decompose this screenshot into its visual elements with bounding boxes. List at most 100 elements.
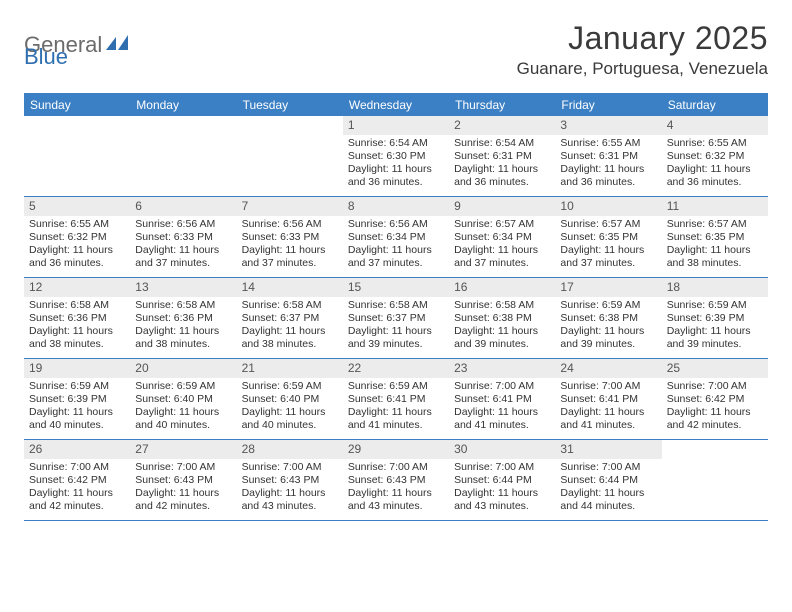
day-header: Monday bbox=[130, 95, 236, 116]
day-cell: 18Sunrise: 6:59 AMSunset: 6:39 PMDayligh… bbox=[662, 278, 768, 358]
calendar: SundayMondayTuesdayWednesdayThursdayFrid… bbox=[24, 93, 768, 521]
day-cell: 17Sunrise: 6:59 AMSunset: 6:38 PMDayligh… bbox=[555, 278, 661, 358]
day-cell: 2Sunrise: 6:54 AMSunset: 6:31 PMDaylight… bbox=[449, 116, 555, 196]
day-number: 28 bbox=[237, 440, 343, 459]
day-number: 29 bbox=[343, 440, 449, 459]
logo-sail-icon-2 bbox=[106, 35, 130, 56]
day-details: Sunrise: 7:00 AMSunset: 6:41 PMDaylight:… bbox=[449, 378, 555, 437]
day-details: Sunrise: 6:55 AMSunset: 6:32 PMDaylight:… bbox=[662, 135, 768, 194]
day-details: Sunrise: 6:56 AMSunset: 6:33 PMDaylight:… bbox=[237, 216, 343, 275]
day-header-row: SundayMondayTuesdayWednesdayThursdayFrid… bbox=[24, 95, 768, 116]
day-number: 24 bbox=[555, 359, 661, 378]
day-number: 30 bbox=[449, 440, 555, 459]
day-number: 20 bbox=[130, 359, 236, 378]
day-number: 5 bbox=[24, 197, 130, 216]
day-details: Sunrise: 6:56 AMSunset: 6:34 PMDaylight:… bbox=[343, 216, 449, 275]
day-number: 17 bbox=[555, 278, 661, 297]
day-number: 22 bbox=[343, 359, 449, 378]
day-cell: 3Sunrise: 6:55 AMSunset: 6:31 PMDaylight… bbox=[555, 116, 661, 196]
day-cell: 29Sunrise: 7:00 AMSunset: 6:43 PMDayligh… bbox=[343, 440, 449, 520]
day-number: 1 bbox=[343, 116, 449, 135]
day-cell: 16Sunrise: 6:58 AMSunset: 6:38 PMDayligh… bbox=[449, 278, 555, 358]
day-number: 9 bbox=[449, 197, 555, 216]
day-cell: 21Sunrise: 6:59 AMSunset: 6:40 PMDayligh… bbox=[237, 359, 343, 439]
day-details: Sunrise: 7:00 AMSunset: 6:44 PMDaylight:… bbox=[449, 459, 555, 518]
day-details: Sunrise: 6:59 AMSunset: 6:40 PMDaylight:… bbox=[237, 378, 343, 437]
logo-text-blue: Blue bbox=[24, 44, 68, 69]
day-number: 18 bbox=[662, 278, 768, 297]
day-details: Sunrise: 6:56 AMSunset: 6:33 PMDaylight:… bbox=[130, 216, 236, 275]
day-details: Sunrise: 6:59 AMSunset: 6:41 PMDaylight:… bbox=[343, 378, 449, 437]
day-details: Sunrise: 7:00 AMSunset: 6:43 PMDaylight:… bbox=[237, 459, 343, 518]
day-details: Sunrise: 7:00 AMSunset: 6:43 PMDaylight:… bbox=[130, 459, 236, 518]
week-row: 19Sunrise: 6:59 AMSunset: 6:39 PMDayligh… bbox=[24, 359, 768, 440]
day-header: Thursday bbox=[449, 95, 555, 116]
location: Guanare, Portuguesa, Venezuela bbox=[517, 59, 768, 79]
day-cell: 30Sunrise: 7:00 AMSunset: 6:44 PMDayligh… bbox=[449, 440, 555, 520]
day-cell: 8Sunrise: 6:56 AMSunset: 6:34 PMDaylight… bbox=[343, 197, 449, 277]
day-cell: 31Sunrise: 7:00 AMSunset: 6:44 PMDayligh… bbox=[555, 440, 661, 520]
day-details: Sunrise: 6:58 AMSunset: 6:36 PMDaylight:… bbox=[130, 297, 236, 356]
day-header: Tuesday bbox=[237, 95, 343, 116]
day-number: 27 bbox=[130, 440, 236, 459]
day-details: Sunrise: 6:59 AMSunset: 6:39 PMDaylight:… bbox=[662, 297, 768, 356]
day-cell: 27Sunrise: 7:00 AMSunset: 6:43 PMDayligh… bbox=[130, 440, 236, 520]
day-number: 23 bbox=[449, 359, 555, 378]
empty-cell bbox=[662, 440, 768, 520]
day-details: Sunrise: 6:58 AMSunset: 6:38 PMDaylight:… bbox=[449, 297, 555, 356]
day-number: 25 bbox=[662, 359, 768, 378]
day-cell: 13Sunrise: 6:58 AMSunset: 6:36 PMDayligh… bbox=[130, 278, 236, 358]
week-row: 5Sunrise: 6:55 AMSunset: 6:32 PMDaylight… bbox=[24, 197, 768, 278]
empty-cell bbox=[130, 116, 236, 196]
day-cell: 25Sunrise: 7:00 AMSunset: 6:42 PMDayligh… bbox=[662, 359, 768, 439]
day-number: 11 bbox=[662, 197, 768, 216]
day-cell: 4Sunrise: 6:55 AMSunset: 6:32 PMDaylight… bbox=[662, 116, 768, 196]
day-number: 3 bbox=[555, 116, 661, 135]
day-details: Sunrise: 6:58 AMSunset: 6:37 PMDaylight:… bbox=[237, 297, 343, 356]
day-cell: 20Sunrise: 6:59 AMSunset: 6:40 PMDayligh… bbox=[130, 359, 236, 439]
day-number: 6 bbox=[130, 197, 236, 216]
day-details: Sunrise: 7:00 AMSunset: 6:41 PMDaylight:… bbox=[555, 378, 661, 437]
day-cell: 24Sunrise: 7:00 AMSunset: 6:41 PMDayligh… bbox=[555, 359, 661, 439]
week-row: 1Sunrise: 6:54 AMSunset: 6:30 PMDaylight… bbox=[24, 116, 768, 197]
day-cell: 12Sunrise: 6:58 AMSunset: 6:36 PMDayligh… bbox=[24, 278, 130, 358]
day-details: Sunrise: 6:59 AMSunset: 6:40 PMDaylight:… bbox=[130, 378, 236, 437]
day-details: Sunrise: 6:58 AMSunset: 6:37 PMDaylight:… bbox=[343, 297, 449, 356]
day-number: 21 bbox=[237, 359, 343, 378]
day-details: Sunrise: 6:55 AMSunset: 6:32 PMDaylight:… bbox=[24, 216, 130, 275]
day-number: 16 bbox=[449, 278, 555, 297]
day-number: 26 bbox=[24, 440, 130, 459]
day-details: Sunrise: 6:54 AMSunset: 6:30 PMDaylight:… bbox=[343, 135, 449, 194]
day-cell: 6Sunrise: 6:56 AMSunset: 6:33 PMDaylight… bbox=[130, 197, 236, 277]
day-cell: 9Sunrise: 6:57 AMSunset: 6:34 PMDaylight… bbox=[449, 197, 555, 277]
day-details: Sunrise: 7:00 AMSunset: 6:44 PMDaylight:… bbox=[555, 459, 661, 518]
day-number: 2 bbox=[449, 116, 555, 135]
day-cell: 22Sunrise: 6:59 AMSunset: 6:41 PMDayligh… bbox=[343, 359, 449, 439]
day-details: Sunrise: 7:00 AMSunset: 6:42 PMDaylight:… bbox=[24, 459, 130, 518]
day-cell: 11Sunrise: 6:57 AMSunset: 6:35 PMDayligh… bbox=[662, 197, 768, 277]
day-header: Saturday bbox=[662, 95, 768, 116]
header: General January 2025 Guanare, Portuguesa… bbox=[24, 20, 768, 79]
day-number bbox=[24, 116, 130, 135]
day-cell: 5Sunrise: 6:55 AMSunset: 6:32 PMDaylight… bbox=[24, 197, 130, 277]
day-details: Sunrise: 6:57 AMSunset: 6:35 PMDaylight:… bbox=[662, 216, 768, 275]
day-details: Sunrise: 6:55 AMSunset: 6:31 PMDaylight:… bbox=[555, 135, 661, 194]
day-details: Sunrise: 6:57 AMSunset: 6:35 PMDaylight:… bbox=[555, 216, 661, 275]
day-number bbox=[237, 116, 343, 135]
day-details: Sunrise: 6:59 AMSunset: 6:38 PMDaylight:… bbox=[555, 297, 661, 356]
day-header: Friday bbox=[555, 95, 661, 116]
day-number: 8 bbox=[343, 197, 449, 216]
day-cell: 23Sunrise: 7:00 AMSunset: 6:41 PMDayligh… bbox=[449, 359, 555, 439]
week-row: 12Sunrise: 6:58 AMSunset: 6:36 PMDayligh… bbox=[24, 278, 768, 359]
empty-cell bbox=[24, 116, 130, 196]
day-details: Sunrise: 6:54 AMSunset: 6:31 PMDaylight:… bbox=[449, 135, 555, 194]
day-cell: 26Sunrise: 7:00 AMSunset: 6:42 PMDayligh… bbox=[24, 440, 130, 520]
day-details: Sunrise: 6:59 AMSunset: 6:39 PMDaylight:… bbox=[24, 378, 130, 437]
month-title: January 2025 bbox=[517, 20, 768, 57]
day-cell: 28Sunrise: 7:00 AMSunset: 6:43 PMDayligh… bbox=[237, 440, 343, 520]
day-number: 4 bbox=[662, 116, 768, 135]
day-number: 31 bbox=[555, 440, 661, 459]
day-number: 14 bbox=[237, 278, 343, 297]
day-details: Sunrise: 7:00 AMSunset: 6:42 PMDaylight:… bbox=[662, 378, 768, 437]
day-number: 15 bbox=[343, 278, 449, 297]
